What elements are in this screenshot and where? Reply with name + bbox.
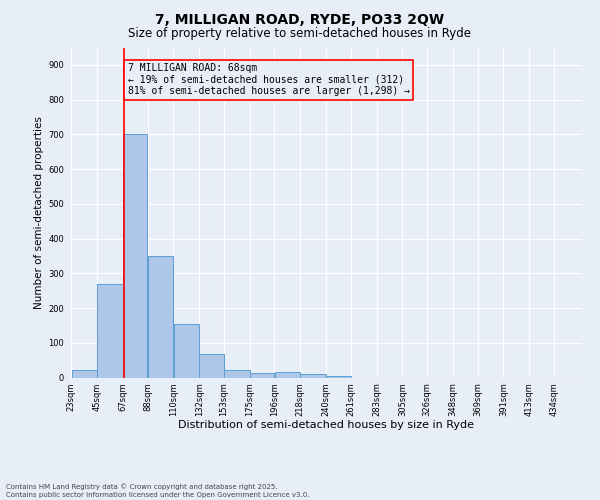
Bar xyxy=(173,324,199,378)
Text: Size of property relative to semi-detached houses in Ryde: Size of property relative to semi-detach… xyxy=(128,28,472,40)
X-axis label: Distribution of semi-detached houses by size in Ryde: Distribution of semi-detached houses by … xyxy=(178,420,473,430)
Bar xyxy=(275,372,300,378)
Bar xyxy=(250,374,274,378)
Bar xyxy=(326,376,350,378)
Text: Contains HM Land Registry data © Crown copyright and database right 2025.
Contai: Contains HM Land Registry data © Crown c… xyxy=(6,484,310,498)
Bar xyxy=(224,370,250,378)
Bar xyxy=(301,374,326,378)
Bar xyxy=(97,284,123,378)
Y-axis label: Number of semi-detached properties: Number of semi-detached properties xyxy=(34,116,44,309)
Text: 7, MILLIGAN ROAD, RYDE, PO33 2QW: 7, MILLIGAN ROAD, RYDE, PO33 2QW xyxy=(155,12,445,26)
Bar xyxy=(148,256,173,378)
Text: 7 MILLIGAN ROAD: 68sqm
← 19% of semi-detached houses are smaller (312)
81% of se: 7 MILLIGAN ROAD: 68sqm ← 19% of semi-det… xyxy=(128,63,410,96)
Bar xyxy=(199,354,224,378)
Bar xyxy=(71,370,97,378)
Bar xyxy=(123,134,148,378)
